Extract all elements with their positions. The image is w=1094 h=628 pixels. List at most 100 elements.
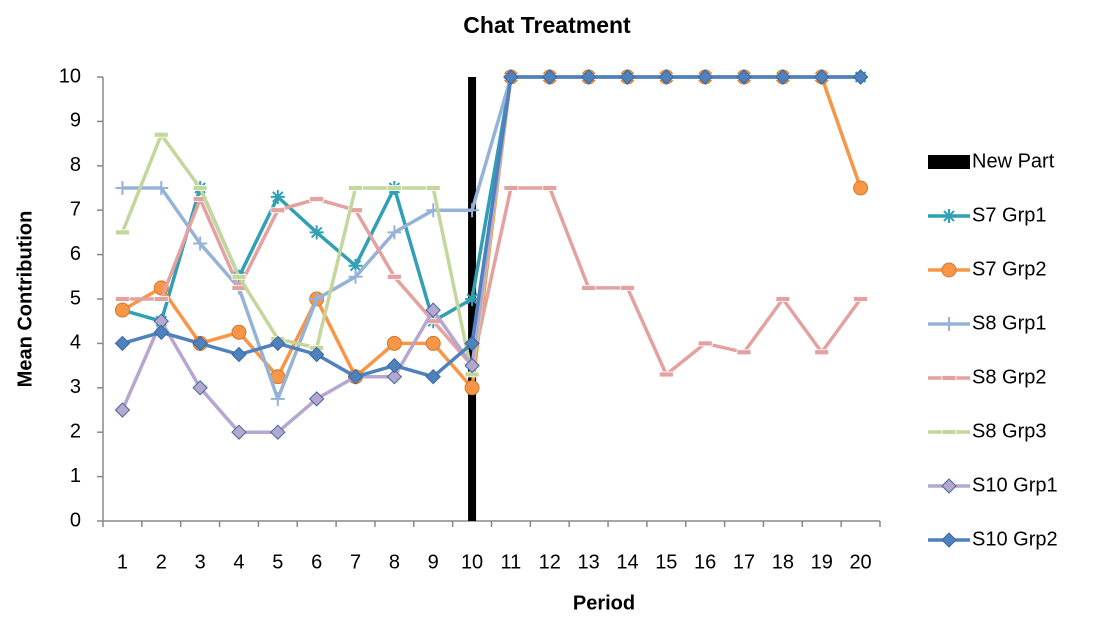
marker — [348, 185, 363, 191]
marker — [814, 349, 830, 356]
marker — [503, 69, 519, 85]
marker-shape — [348, 269, 363, 284]
marker — [425, 368, 441, 385]
marker-shape — [309, 196, 325, 203]
marker — [153, 324, 169, 341]
marker-shape — [581, 284, 597, 291]
marker-shape — [387, 225, 402, 240]
x-tick-label: 18 — [772, 551, 794, 573]
legend-label: S8 Grp2 — [972, 366, 1046, 388]
marker — [853, 296, 868, 302]
marker — [115, 296, 130, 302]
marker-shape — [153, 324, 169, 341]
x-tick-label: 6 — [311, 551, 322, 573]
marker — [941, 375, 957, 381]
marker-shape — [658, 371, 674, 378]
marker — [852, 69, 869, 85]
y-tick-label: 0 — [70, 509, 81, 531]
marker — [503, 185, 519, 191]
marker — [153, 131, 169, 138]
marker — [386, 335, 402, 351]
marker-shape — [386, 185, 402, 191]
marker — [542, 185, 558, 191]
marker — [581, 284, 597, 291]
marker-shape — [270, 391, 285, 406]
y-tick-label: 1 — [70, 465, 81, 487]
marker — [386, 368, 403, 385]
marker — [658, 371, 674, 378]
marker-shape — [386, 357, 403, 374]
marker-shape — [503, 69, 519, 85]
marker — [309, 225, 324, 240]
marker-shape — [941, 375, 957, 381]
marker — [814, 69, 830, 85]
marker-shape — [464, 335, 480, 352]
marker-shape — [309, 225, 324, 240]
marker-shape — [386, 273, 402, 280]
marker — [941, 478, 957, 494]
x-tick-label: 13 — [578, 551, 600, 573]
marker-shape — [775, 69, 791, 85]
marker — [386, 273, 402, 280]
marker — [308, 346, 325, 363]
y-tick-label: 2 — [70, 420, 81, 442]
legend-swatch — [928, 155, 970, 169]
marker-shape — [425, 368, 441, 385]
marker — [231, 346, 247, 363]
marker-shape — [153, 131, 169, 138]
marker-shape — [465, 203, 480, 218]
marker-shape — [270, 207, 286, 214]
marker-shape — [464, 357, 480, 374]
marker — [464, 335, 480, 352]
x-tick-label: 4 — [233, 551, 244, 573]
marker — [697, 340, 713, 347]
x-tick-label: 15 — [655, 551, 677, 573]
marker — [270, 391, 285, 406]
y-tick-label: 6 — [70, 243, 81, 265]
legend-label: S10 Grp2 — [972, 528, 1058, 550]
marker — [115, 181, 130, 195]
marker-shape — [114, 402, 131, 418]
marker-shape — [425, 185, 441, 191]
x-tick-label: 2 — [156, 551, 167, 573]
chart-title: Chat Treatment — [463, 12, 631, 38]
marker — [231, 273, 247, 280]
marker-shape — [308, 391, 325, 407]
x-tick-label: 9 — [428, 551, 439, 573]
marker — [941, 262, 957, 278]
marker — [309, 292, 324, 306]
marker-shape — [115, 181, 130, 195]
marker — [115, 229, 130, 236]
marker-shape — [231, 424, 247, 440]
marker — [153, 296, 169, 302]
marker-shape — [347, 368, 364, 385]
marker-shape — [309, 292, 324, 306]
marker-shape — [115, 229, 130, 236]
x-tick-label: 1 — [117, 551, 128, 573]
marker — [308, 391, 325, 407]
marker — [942, 209, 956, 223]
marker — [231, 324, 247, 340]
marker-shape — [853, 180, 869, 196]
marker — [231, 424, 247, 440]
marker-shape — [308, 346, 325, 363]
marker-shape — [941, 262, 957, 278]
marker — [425, 302, 441, 318]
series-line — [120, 75, 861, 434]
marker — [309, 196, 325, 203]
marker-shape — [942, 209, 956, 223]
marker — [465, 292, 480, 306]
marker-shape — [270, 424, 286, 440]
marker-shape — [736, 69, 752, 85]
marker-shape — [425, 302, 441, 318]
marker — [114, 335, 131, 352]
marker — [425, 185, 441, 191]
marker — [853, 180, 869, 196]
legend-label: New Part — [972, 150, 1055, 172]
x-tick-label: 7 — [350, 551, 361, 573]
marker-shape — [192, 196, 208, 203]
marker — [464, 380, 480, 396]
marker-shape — [114, 302, 130, 318]
x-tick-label: 12 — [539, 551, 561, 573]
marker-shape — [231, 324, 247, 340]
